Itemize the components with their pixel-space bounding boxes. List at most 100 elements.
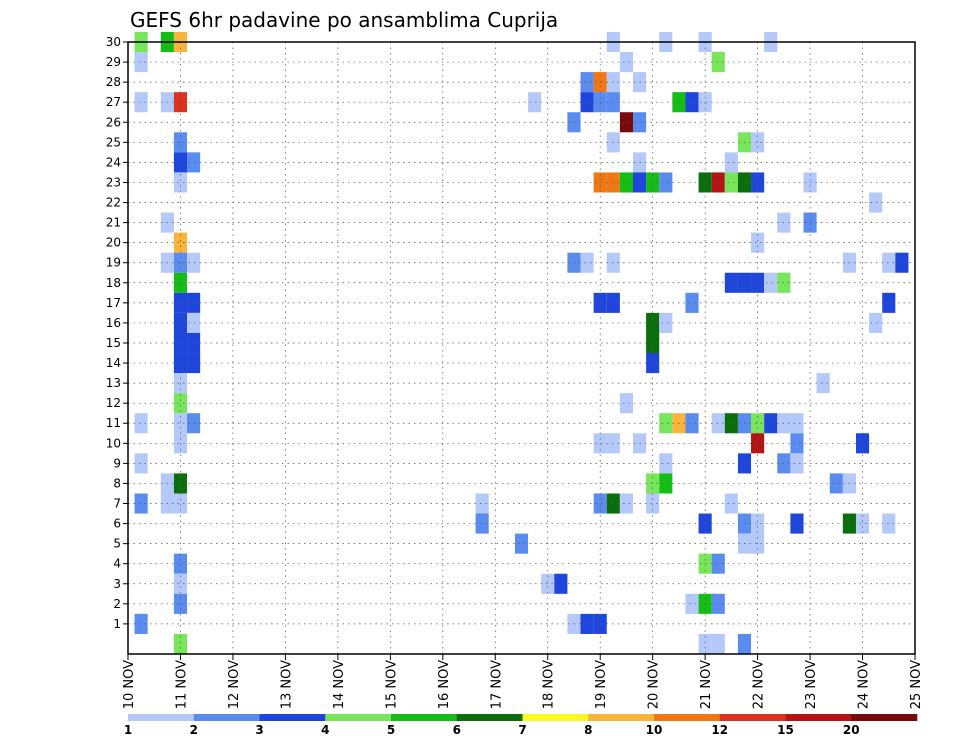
data-cell xyxy=(764,272,778,293)
data-cell xyxy=(173,292,188,313)
data-cell xyxy=(816,373,830,394)
data-cell xyxy=(751,513,765,534)
colorbar-swatch xyxy=(456,714,523,721)
data-cell xyxy=(659,312,673,333)
data-cell xyxy=(173,633,188,654)
data-cell xyxy=(659,172,673,193)
data-cell xyxy=(619,493,633,514)
data-cell xyxy=(882,252,896,273)
data-cell xyxy=(541,573,555,594)
data-cell xyxy=(580,72,594,93)
colorbar-swatch xyxy=(128,714,195,721)
data-cell xyxy=(173,332,188,354)
colorbar-swatch xyxy=(259,714,326,721)
y-axis-ticks: 1234567891011121314151617181920212223242… xyxy=(106,35,128,631)
x-tick-label: 10 NOV xyxy=(122,660,137,709)
colorbar-swatch xyxy=(719,714,786,721)
colorbar-swatch xyxy=(193,714,260,721)
colorbar-label: 12 xyxy=(711,723,728,737)
y-tick-label: 5 xyxy=(113,537,121,551)
data-cell xyxy=(619,112,633,133)
chart-title: GEFS 6hr padavine po ansamblima Cuprija xyxy=(130,8,558,32)
data-cell xyxy=(751,272,765,293)
data-cell xyxy=(724,493,738,514)
data-cell xyxy=(619,172,633,193)
data-cell xyxy=(173,92,188,113)
data-cell xyxy=(685,92,699,113)
data-cell xyxy=(855,513,870,534)
colorbar-swatch xyxy=(588,714,655,721)
colorbar-label: 5 xyxy=(387,723,395,737)
grid-layer xyxy=(128,41,915,654)
data-cell xyxy=(187,332,201,354)
colorbar-label: 1 xyxy=(124,723,132,737)
colorbar-label: 6 xyxy=(453,723,461,737)
colorbar-label: 7 xyxy=(518,723,526,737)
y-tick-label: 22 xyxy=(106,196,121,210)
data-cell xyxy=(724,152,738,173)
data-cell xyxy=(764,413,778,434)
data-cell xyxy=(173,272,188,293)
colorbar-swatch xyxy=(851,714,918,721)
x-tick-label: 14 NOV xyxy=(332,660,347,709)
plot-frame xyxy=(127,41,916,655)
data-cell xyxy=(711,633,725,654)
data-cell xyxy=(790,433,804,454)
data-cell xyxy=(173,393,188,414)
data-cell xyxy=(173,152,188,173)
data-cell xyxy=(895,252,909,273)
data-cell xyxy=(475,493,489,514)
data-cell xyxy=(134,453,148,474)
y-tick-label: 26 xyxy=(106,115,121,129)
data-cell xyxy=(698,513,712,534)
y-tick-label: 6 xyxy=(113,517,121,531)
data-cell xyxy=(646,493,660,514)
data-cell xyxy=(134,413,148,434)
data-cell xyxy=(593,92,607,113)
data-cell xyxy=(593,493,607,514)
x-tick-label: 25 NOV xyxy=(909,660,924,709)
data-cell xyxy=(187,152,201,173)
data-cell xyxy=(751,433,765,454)
data-cell xyxy=(173,232,188,253)
x-tick-label: 12 NOV xyxy=(227,660,242,709)
data-cell xyxy=(790,413,804,434)
data-cell xyxy=(751,232,765,253)
y-tick-label: 29 xyxy=(106,55,121,69)
data-cell xyxy=(698,633,712,654)
y-tick-label: 9 xyxy=(113,456,121,470)
data-cell xyxy=(528,92,542,113)
data-cell xyxy=(580,613,594,634)
x-tick-label: 16 NOV xyxy=(437,660,452,709)
data-cell xyxy=(134,613,148,634)
data-cell xyxy=(187,353,201,374)
colorbar-label: 15 xyxy=(777,723,794,737)
data-cell xyxy=(593,613,607,634)
colorbar-legend: 1 2 3 4 5 6 7 8 10 12 15 20 xyxy=(124,714,918,737)
data-cell xyxy=(593,292,607,313)
y-tick-label: 7 xyxy=(113,497,121,511)
data-cell xyxy=(646,172,660,193)
y-tick-label: 19 xyxy=(106,256,121,270)
y-tick-label: 25 xyxy=(106,135,121,149)
y-tick-label: 15 xyxy=(106,336,121,350)
data-cell xyxy=(711,553,725,574)
y-tick-label: 21 xyxy=(106,216,121,230)
colorbar-label: 20 xyxy=(843,723,860,737)
x-tick-label: 24 NOV xyxy=(857,660,872,709)
colorbar-label: 10 xyxy=(646,723,663,737)
x-tick-label: 20 NOV xyxy=(647,660,662,709)
x-tick-label: 21 NOV xyxy=(699,660,714,709)
y-tick-label: 12 xyxy=(106,396,121,410)
data-cell xyxy=(829,473,843,494)
data-cell xyxy=(173,353,188,374)
data-cell xyxy=(173,413,188,434)
colorbar-swatch xyxy=(785,714,852,721)
data-cell xyxy=(685,593,699,614)
y-tick-label: 8 xyxy=(113,476,121,490)
colorbar-label: 4 xyxy=(321,723,329,737)
y-tick-label: 2 xyxy=(113,597,121,611)
data-cell xyxy=(882,292,896,313)
data-cell xyxy=(619,52,633,73)
